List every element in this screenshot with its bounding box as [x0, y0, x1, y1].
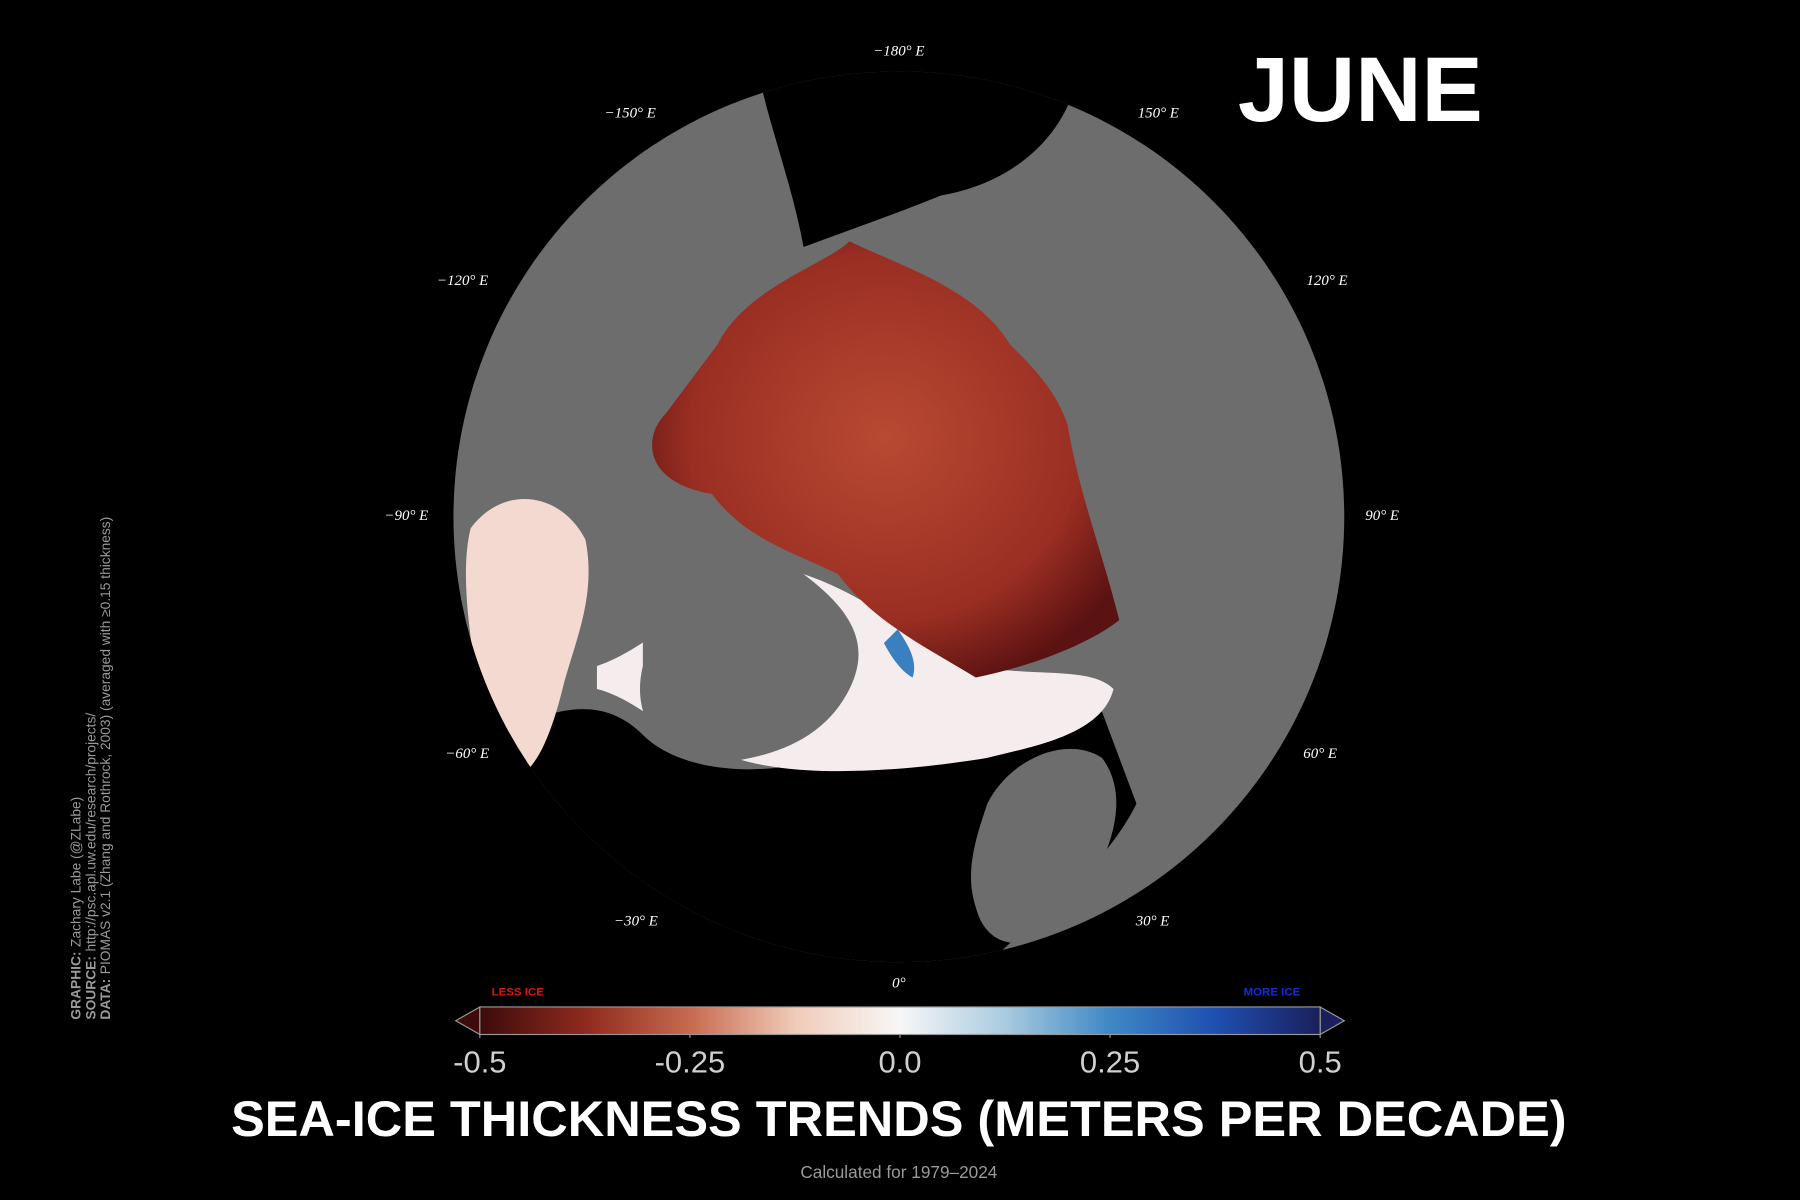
longitude-label: 0° [892, 975, 905, 991]
footer-title: SEA-ICE THICKNESS TRENDS (METERS PER DEC… [231, 1090, 1567, 1147]
extend-high [1319, 1005, 1346, 1036]
credits: GRAPHIC: Zachary Labe (@ZLabe) SOURCE: htt… [68, 517, 113, 1020]
longitude-label: 30° E [1135, 913, 1170, 929]
map [453, 71, 1345, 963]
colorbar-tick-label: -0.5 [453, 1045, 506, 1080]
extend-low [454, 1005, 481, 1036]
more-ice-label: MORE ICE [1244, 986, 1301, 998]
longitude-label: −30° E [614, 913, 658, 929]
credit-label: DATA: [98, 979, 113, 1020]
colorbar-tick-label: -0.25 [655, 1045, 726, 1080]
less-ice-label: LESS ICE [492, 986, 545, 998]
colorbar-tick-label: 0.5 [1299, 1045, 1342, 1080]
longitude-label: 90° E [1365, 508, 1399, 524]
greenland [639, 554, 859, 764]
positive-trend [883, 629, 915, 678]
longitude-labels: −180° E −150° E 150° E −120° E 120° E −9… [384, 43, 1398, 991]
longitude-label: 60° E [1303, 746, 1337, 762]
credit: SOURCE: http://psc.apl.uw.edu/research/pr… [83, 713, 98, 1020]
hudson-ice [465, 499, 589, 770]
credit-label: SOURCE: [83, 956, 98, 1019]
credit-text: http://psc.apl.uw.edu/research/projects/ [83, 713, 98, 952]
longitude-label: −120° E [437, 273, 488, 289]
credit-text: Zachary Labe (@ZLabe) [68, 797, 83, 947]
credit: GRAPHIC: Zachary Labe (@ZLabe) [68, 797, 83, 1020]
arctic-ice [652, 241, 1120, 678]
longitude-label: −60° E [445, 746, 489, 762]
longitude-label: −180° E [873, 43, 924, 59]
longitude-label: 120° E [1306, 273, 1347, 289]
colorbar-tick-label: 0.25 [1080, 1045, 1140, 1080]
longitude-label: −150° E [605, 105, 656, 121]
credit-text: PIOMAS v2.1 (Zhang and Rothrock, 2003) (… [98, 517, 113, 974]
scandinavia [971, 748, 1117, 944]
credit-label: GRAPHIC: [68, 952, 83, 1020]
colorbar: -0.5 -0.25 0.0 0.25 0.5 [453, 1005, 1346, 1080]
credit: DATA: PIOMAS v2.1 (Zhang and Rothrock, 20… [98, 517, 113, 1020]
longitude-label: −90° E [384, 508, 428, 524]
bering-ocean [757, 71, 1080, 248]
month-title: JUNE [1238, 39, 1483, 141]
footer-subtitle: Calculated for 1979–2024 [800, 1162, 997, 1182]
longitude-label: 150° E [1138, 105, 1179, 121]
colorbar-ramp [479, 1006, 1321, 1036]
colorbar-tick-label: 0.0 [878, 1045, 921, 1080]
